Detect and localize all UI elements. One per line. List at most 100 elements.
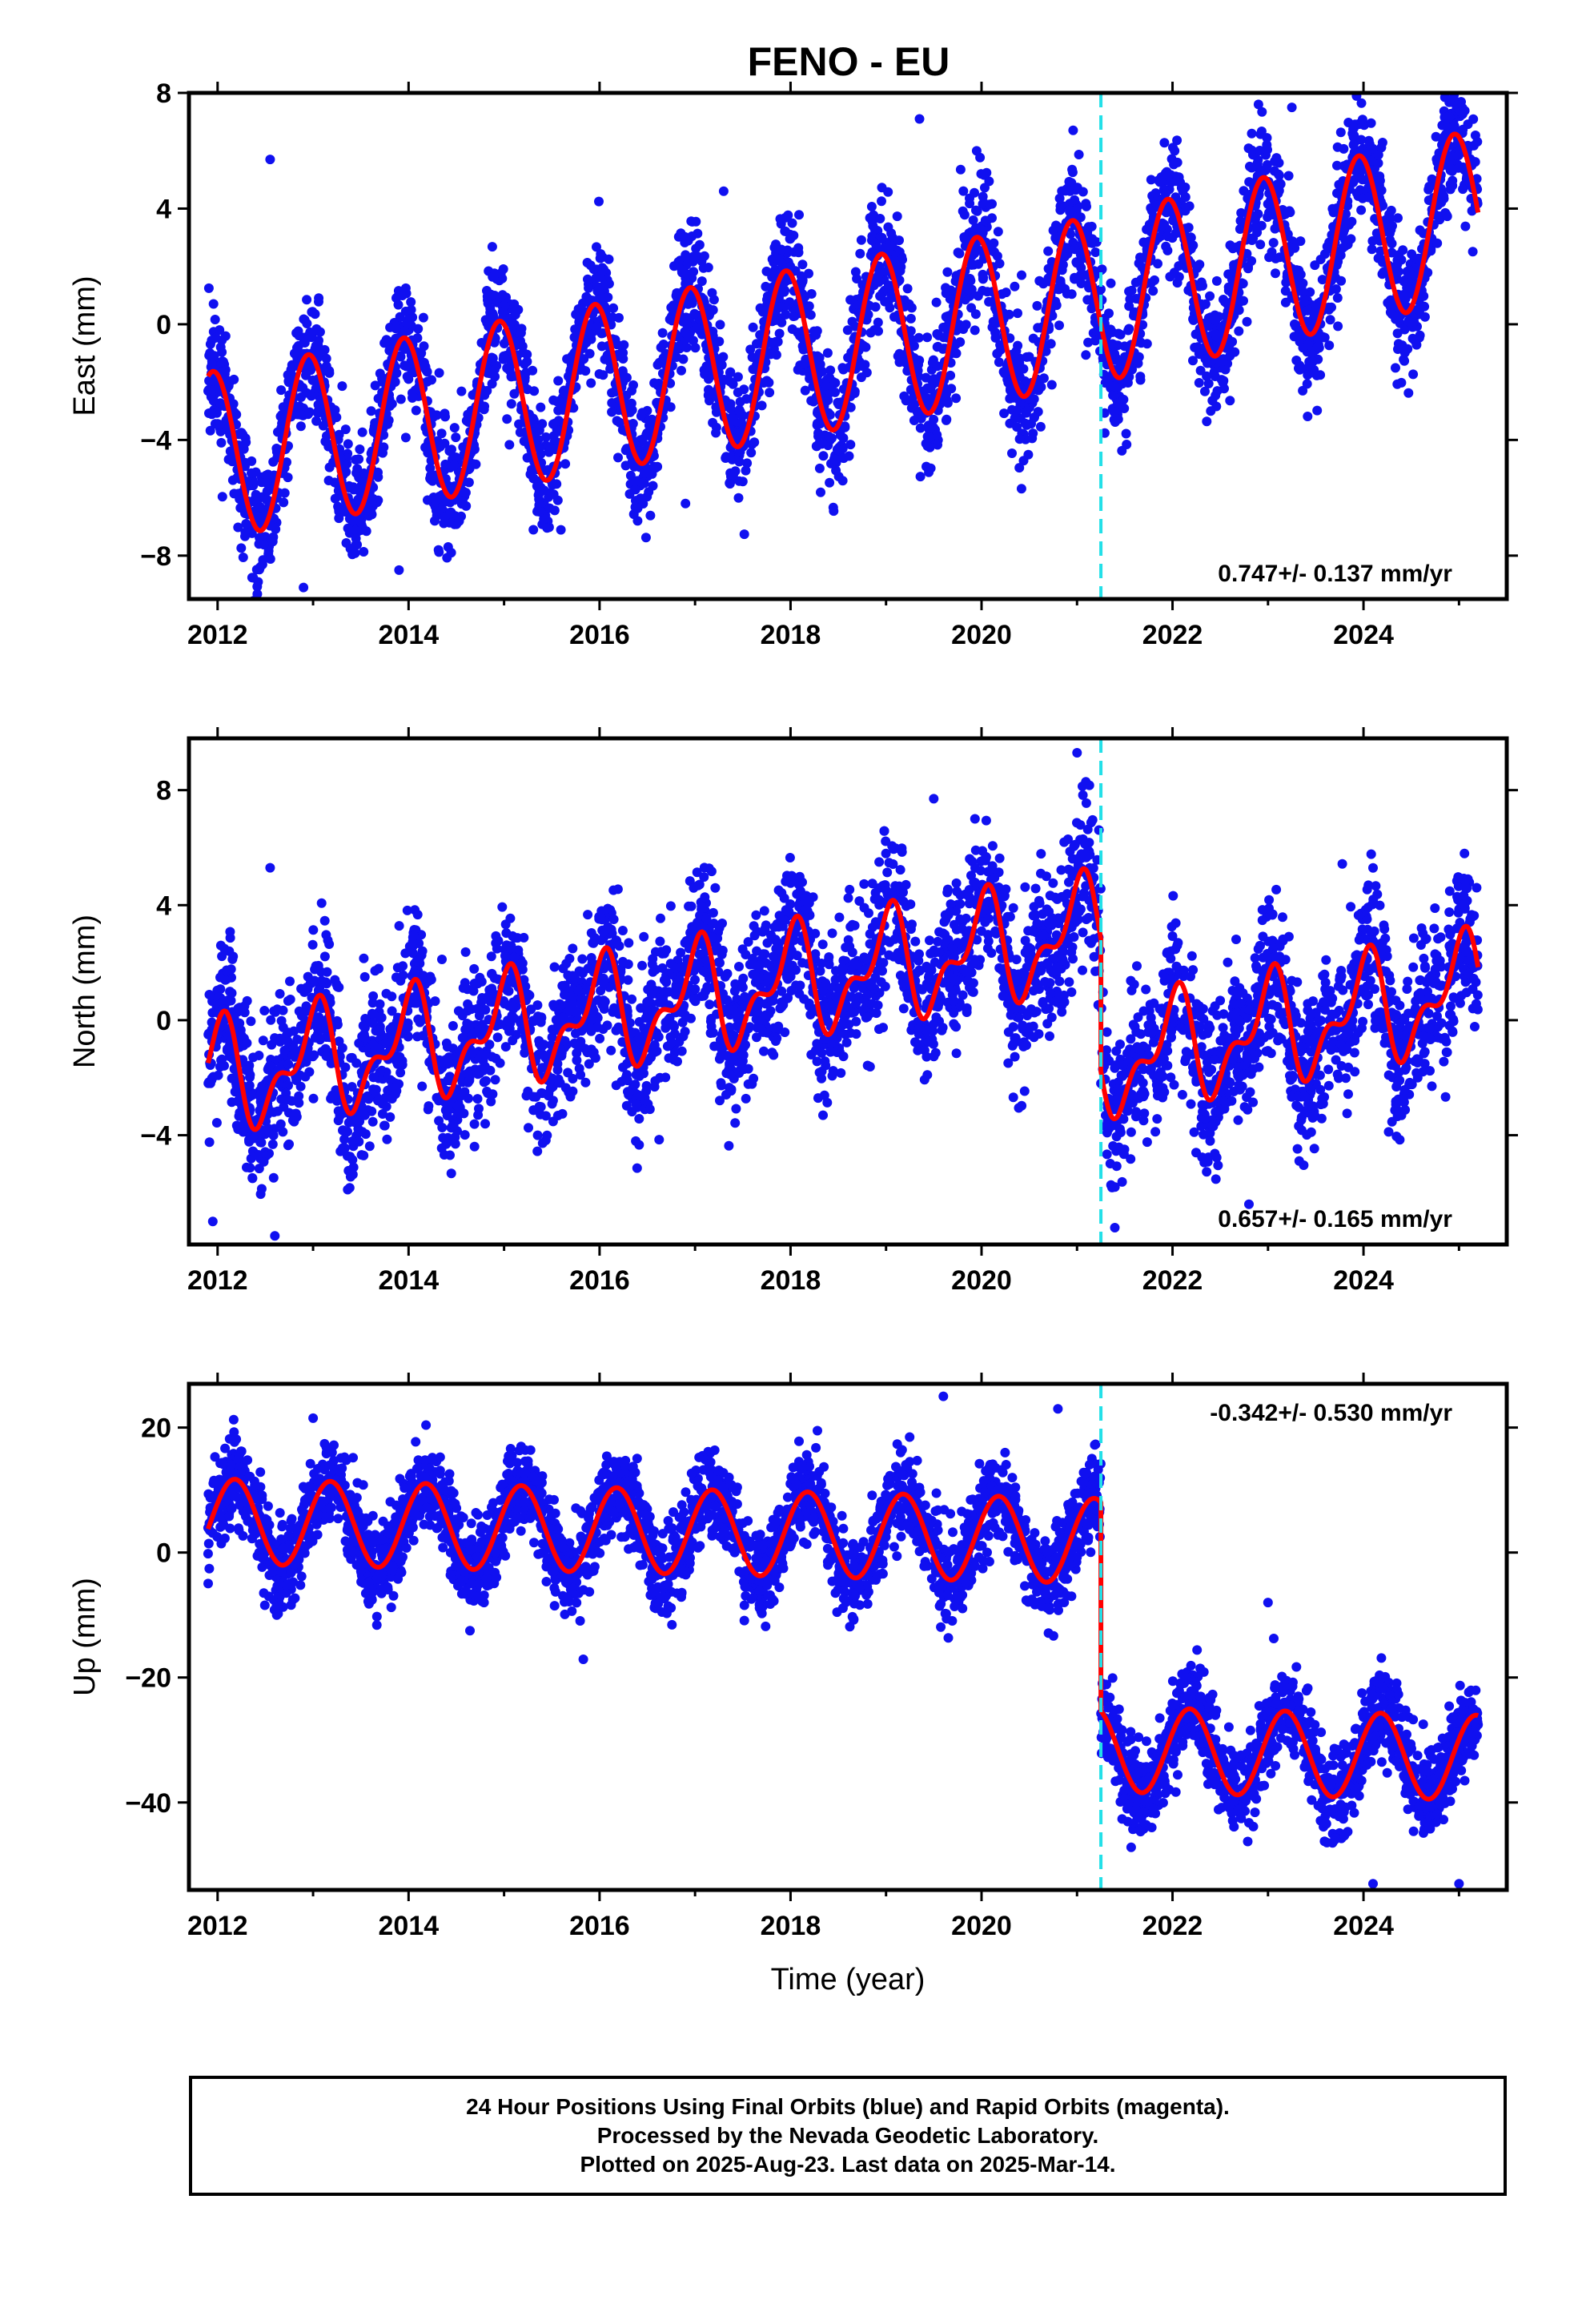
data-point <box>618 348 628 358</box>
data-point <box>824 432 834 441</box>
data-point <box>1174 261 1184 271</box>
data-point <box>970 325 980 336</box>
data-point <box>842 325 853 336</box>
data-point <box>1274 158 1284 168</box>
data-point <box>970 187 979 198</box>
data-point <box>981 815 991 826</box>
data-point <box>313 340 323 350</box>
data-point <box>1195 365 1206 376</box>
data-point <box>268 456 279 467</box>
data-point <box>608 303 619 313</box>
data-point <box>423 495 432 505</box>
data-point <box>748 322 758 332</box>
data-point <box>420 362 431 372</box>
data-point <box>232 489 243 499</box>
scatter-series <box>203 77 1483 599</box>
data-point <box>1453 151 1464 160</box>
data-point <box>524 1123 533 1133</box>
data-point <box>276 385 287 396</box>
data-point <box>915 423 926 433</box>
data-point <box>938 344 948 354</box>
data-point <box>1298 343 1308 353</box>
data-point <box>873 317 883 328</box>
data-point <box>1150 188 1161 199</box>
data-point <box>1209 367 1219 377</box>
data-point <box>311 416 322 426</box>
data-point <box>539 513 549 524</box>
data-point <box>408 312 418 323</box>
data-point <box>432 505 441 516</box>
data-point <box>1293 272 1303 283</box>
data-point <box>1168 891 1178 901</box>
data-point <box>1065 205 1075 215</box>
data-point <box>746 448 757 458</box>
data-point <box>725 367 736 377</box>
data-point <box>1373 253 1383 263</box>
data-point <box>804 268 813 279</box>
data-point <box>393 300 404 310</box>
data-point <box>885 303 895 313</box>
data-point <box>1211 316 1221 326</box>
data-point <box>490 336 500 346</box>
data-point <box>761 266 772 276</box>
data-point <box>821 380 831 391</box>
data-point <box>497 290 508 300</box>
data-point <box>624 489 635 499</box>
data-point <box>588 264 599 275</box>
data-point <box>268 1172 279 1183</box>
data-point <box>1188 356 1198 366</box>
panel-east: 2012 2014 2016 2018 2020 2022 2024−8−4048East … <box>68 77 1518 650</box>
data-point <box>747 352 757 362</box>
data-point <box>1353 77 1363 86</box>
data-point <box>1323 1064 1334 1075</box>
data-point <box>302 295 312 305</box>
data-point <box>815 360 825 369</box>
data-point <box>687 298 697 308</box>
data-point <box>1403 388 1414 398</box>
data-point <box>1396 377 1407 388</box>
data-point <box>980 215 990 226</box>
data-point <box>393 291 404 301</box>
data-point <box>1239 296 1248 306</box>
x-tick-label: 2016 <box>569 620 630 650</box>
data-point <box>1449 121 1460 131</box>
data-point <box>645 510 656 521</box>
data-point <box>1021 408 1031 418</box>
data-point <box>845 440 856 450</box>
data-point <box>544 503 555 513</box>
data-point <box>1339 143 1349 154</box>
data-point <box>1315 370 1326 380</box>
data-point <box>1392 259 1403 270</box>
data-point <box>402 372 412 382</box>
data-point <box>445 509 455 519</box>
data-point <box>892 211 902 222</box>
data-point <box>991 318 1002 328</box>
data-point <box>1331 284 1341 294</box>
data-point-outlier <box>265 155 275 165</box>
data-point <box>984 296 994 307</box>
data-point <box>408 392 418 402</box>
data-point <box>1111 1161 1122 1172</box>
data-point <box>727 412 737 423</box>
data-point <box>982 167 992 178</box>
data-point <box>607 398 617 408</box>
data-point <box>215 325 225 336</box>
data-point <box>959 210 970 220</box>
data-point <box>430 495 440 505</box>
data-point <box>1269 166 1279 176</box>
data-point-outlier <box>1253 99 1263 110</box>
data-point <box>1391 363 1400 373</box>
data-point <box>449 460 460 471</box>
data-point <box>852 274 862 283</box>
data-point <box>774 328 785 339</box>
data-point-outlier <box>681 498 691 509</box>
data-point <box>294 331 304 341</box>
data-point <box>999 408 1010 419</box>
data-point <box>315 327 325 337</box>
data-point <box>603 292 613 303</box>
data-point <box>1247 128 1257 139</box>
data-point <box>422 443 432 453</box>
data-point <box>1357 115 1367 125</box>
data-point <box>584 283 594 293</box>
